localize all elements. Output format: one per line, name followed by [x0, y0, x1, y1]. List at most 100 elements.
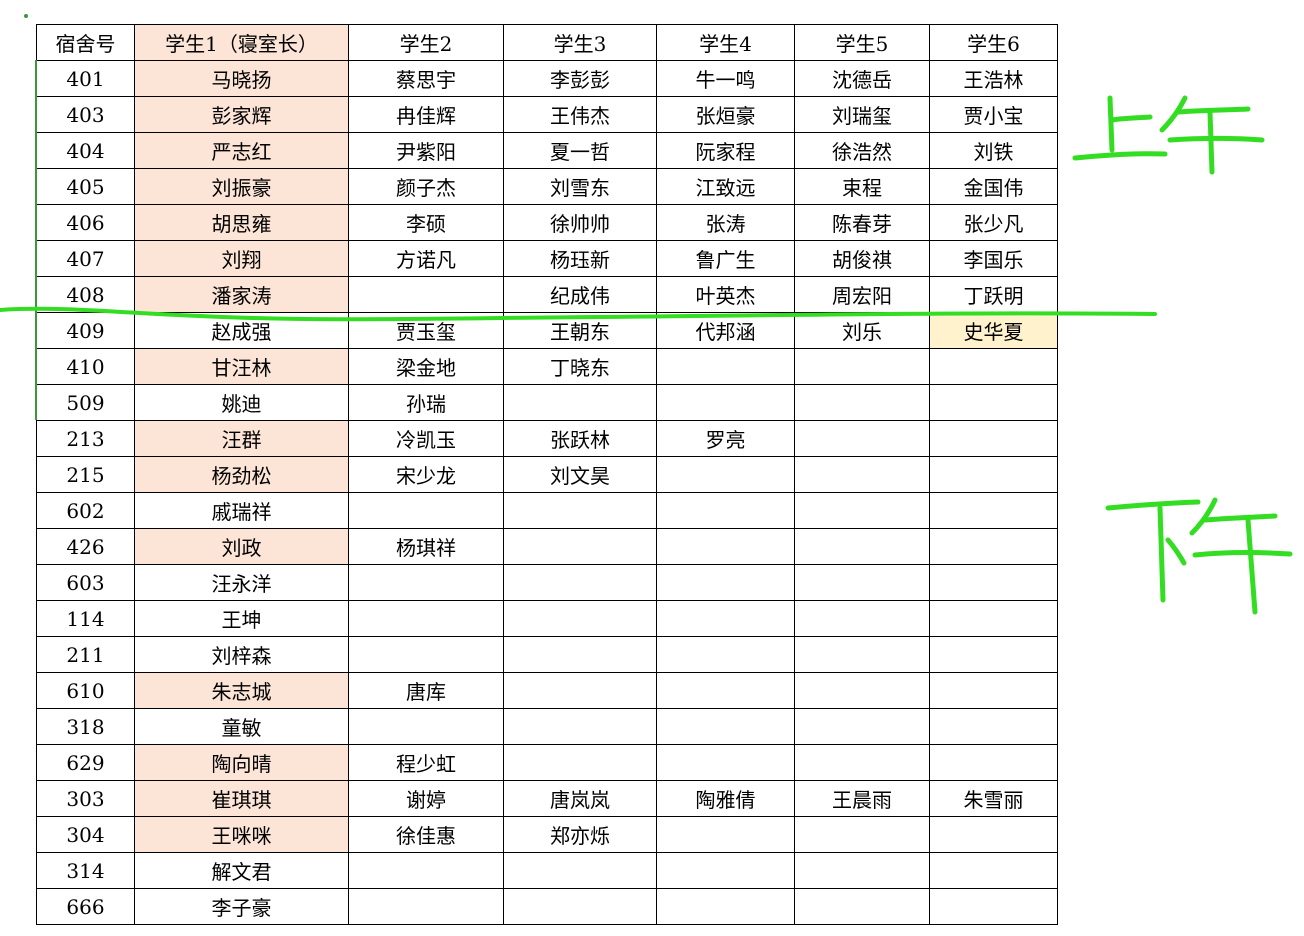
student3-cell[interactable]	[503, 672, 657, 709]
student6-cell[interactable]	[929, 384, 1058, 421]
room-number-cell[interactable]: 408	[36, 276, 135, 313]
room-number-cell[interactable]: 407	[36, 240, 135, 277]
student4-cell[interactable]	[656, 528, 795, 565]
student3-cell[interactable]: 郑亦烁	[503, 816, 657, 853]
student4-cell[interactable]	[656, 852, 795, 889]
student3-cell[interactable]: 夏一哲	[503, 132, 657, 169]
student3-cell[interactable]	[503, 852, 657, 889]
student6-cell[interactable]	[929, 744, 1058, 781]
student3-cell[interactable]: 刘雪东	[503, 168, 657, 205]
student6-cell[interactable]	[929, 672, 1058, 709]
student2-cell[interactable]: 宋少龙	[348, 456, 504, 493]
student2-cell[interactable]	[348, 276, 504, 313]
student5-cell[interactable]	[794, 420, 930, 457]
student1-cell[interactable]: 马晓扬	[134, 60, 349, 97]
student2-cell[interactable]	[348, 636, 504, 673]
student6-cell[interactable]: 李国乐	[929, 240, 1058, 277]
student2-cell[interactable]: 贾玉玺	[348, 312, 504, 349]
student5-cell[interactable]	[794, 492, 930, 529]
student2-cell[interactable]	[348, 708, 504, 745]
room-number-cell[interactable]: 318	[36, 708, 135, 745]
student5-cell[interactable]: 刘乐	[794, 312, 930, 349]
student1-cell[interactable]: 汪群	[134, 420, 349, 457]
student6-cell[interactable]	[929, 492, 1058, 529]
student6-cell[interactable]: 朱雪丽	[929, 780, 1058, 817]
student1-cell[interactable]: 姚迪	[134, 384, 349, 421]
student2-cell[interactable]	[348, 888, 504, 925]
student2-cell[interactable]: 方诺凡	[348, 240, 504, 277]
student5-cell[interactable]	[794, 852, 930, 889]
student2-cell[interactable]: 徐佳惠	[348, 816, 504, 853]
student6-cell[interactable]	[929, 456, 1058, 493]
room-number-cell[interactable]: 215	[36, 456, 135, 493]
student4-cell[interactable]	[656, 888, 795, 925]
header-student2[interactable]: 学生2	[348, 24, 504, 61]
student5-cell[interactable]	[794, 672, 930, 709]
student2-cell[interactable]: 唐库	[348, 672, 504, 709]
student2-cell[interactable]: 颜子杰	[348, 168, 504, 205]
student3-cell[interactable]	[503, 708, 657, 745]
student2-cell[interactable]	[348, 492, 504, 529]
student6-cell[interactable]	[929, 420, 1058, 457]
student3-cell[interactable]	[503, 636, 657, 673]
student5-cell[interactable]	[794, 528, 930, 565]
student4-cell[interactable]: 代邦涵	[656, 312, 795, 349]
student4-cell[interactable]: 罗亮	[656, 420, 795, 457]
student1-cell[interactable]: 童敏	[134, 708, 349, 745]
student1-cell[interactable]: 戚瑞祥	[134, 492, 349, 529]
student4-cell[interactable]	[656, 744, 795, 781]
student4-cell[interactable]: 江致远	[656, 168, 795, 205]
student1-cell[interactable]: 刘梓森	[134, 636, 349, 673]
student1-cell[interactable]: 甘汪林	[134, 348, 349, 385]
student5-cell[interactable]: 胡俊祺	[794, 240, 930, 277]
room-number-cell[interactable]: 629	[36, 744, 135, 781]
student1-cell[interactable]: 王咪咪	[134, 816, 349, 853]
student4-cell[interactable]	[656, 564, 795, 601]
student2-cell[interactable]	[348, 852, 504, 889]
header-student1-leader[interactable]: 学生1（寝室长）	[134, 24, 349, 61]
student5-cell[interactable]	[794, 636, 930, 673]
student6-cell[interactable]: 金国伟	[929, 168, 1058, 205]
student2-cell[interactable]: 梁金地	[348, 348, 504, 385]
student1-cell[interactable]: 严志红	[134, 132, 349, 169]
room-number-cell[interactable]: 405	[36, 168, 135, 205]
room-number-cell[interactable]: 304	[36, 816, 135, 853]
student4-cell[interactable]	[656, 492, 795, 529]
student2-cell[interactable]: 孙瑞	[348, 384, 504, 421]
header-student3[interactable]: 学生3	[503, 24, 657, 61]
student1-cell[interactable]: 赵成强	[134, 312, 349, 349]
student6-cell[interactable]	[929, 816, 1058, 853]
student3-cell[interactable]	[503, 492, 657, 529]
room-number-cell[interactable]: 409	[36, 312, 135, 349]
student5-cell[interactable]: 刘瑞玺	[794, 96, 930, 133]
student5-cell[interactable]: 沈德岳	[794, 60, 930, 97]
student6-cell[interactable]: 贾小宝	[929, 96, 1058, 133]
student3-cell[interactable]: 徐帅帅	[503, 204, 657, 241]
student1-cell[interactable]: 李子豪	[134, 888, 349, 925]
student3-cell[interactable]: 杨珏新	[503, 240, 657, 277]
student2-cell[interactable]: 冉佳辉	[348, 96, 504, 133]
student6-cell[interactable]	[929, 564, 1058, 601]
student1-cell[interactable]: 杨劲松	[134, 456, 349, 493]
student3-cell[interactable]	[503, 600, 657, 637]
student3-cell[interactable]: 王伟杰	[503, 96, 657, 133]
student4-cell[interactable]	[656, 636, 795, 673]
student5-cell[interactable]	[794, 600, 930, 637]
student4-cell[interactable]	[656, 672, 795, 709]
student1-cell[interactable]: 朱志城	[134, 672, 349, 709]
room-number-cell[interactable]: 314	[36, 852, 135, 889]
student4-cell[interactable]: 陶雅倩	[656, 780, 795, 817]
student3-cell[interactable]: 丁晓东	[503, 348, 657, 385]
student3-cell[interactable]	[503, 888, 657, 925]
room-number-cell[interactable]: 610	[36, 672, 135, 709]
student2-cell[interactable]: 尹紫阳	[348, 132, 504, 169]
student4-cell[interactable]: 张涛	[656, 204, 795, 241]
room-number-cell[interactable]: 666	[36, 888, 135, 925]
student5-cell[interactable]	[794, 456, 930, 493]
student2-cell[interactable]: 程少虹	[348, 744, 504, 781]
student6-cell[interactable]	[929, 348, 1058, 385]
header-student4[interactable]: 学生4	[656, 24, 795, 61]
student5-cell[interactable]	[794, 708, 930, 745]
student4-cell[interactable]	[656, 348, 795, 385]
student6-cell[interactable]	[929, 852, 1058, 889]
